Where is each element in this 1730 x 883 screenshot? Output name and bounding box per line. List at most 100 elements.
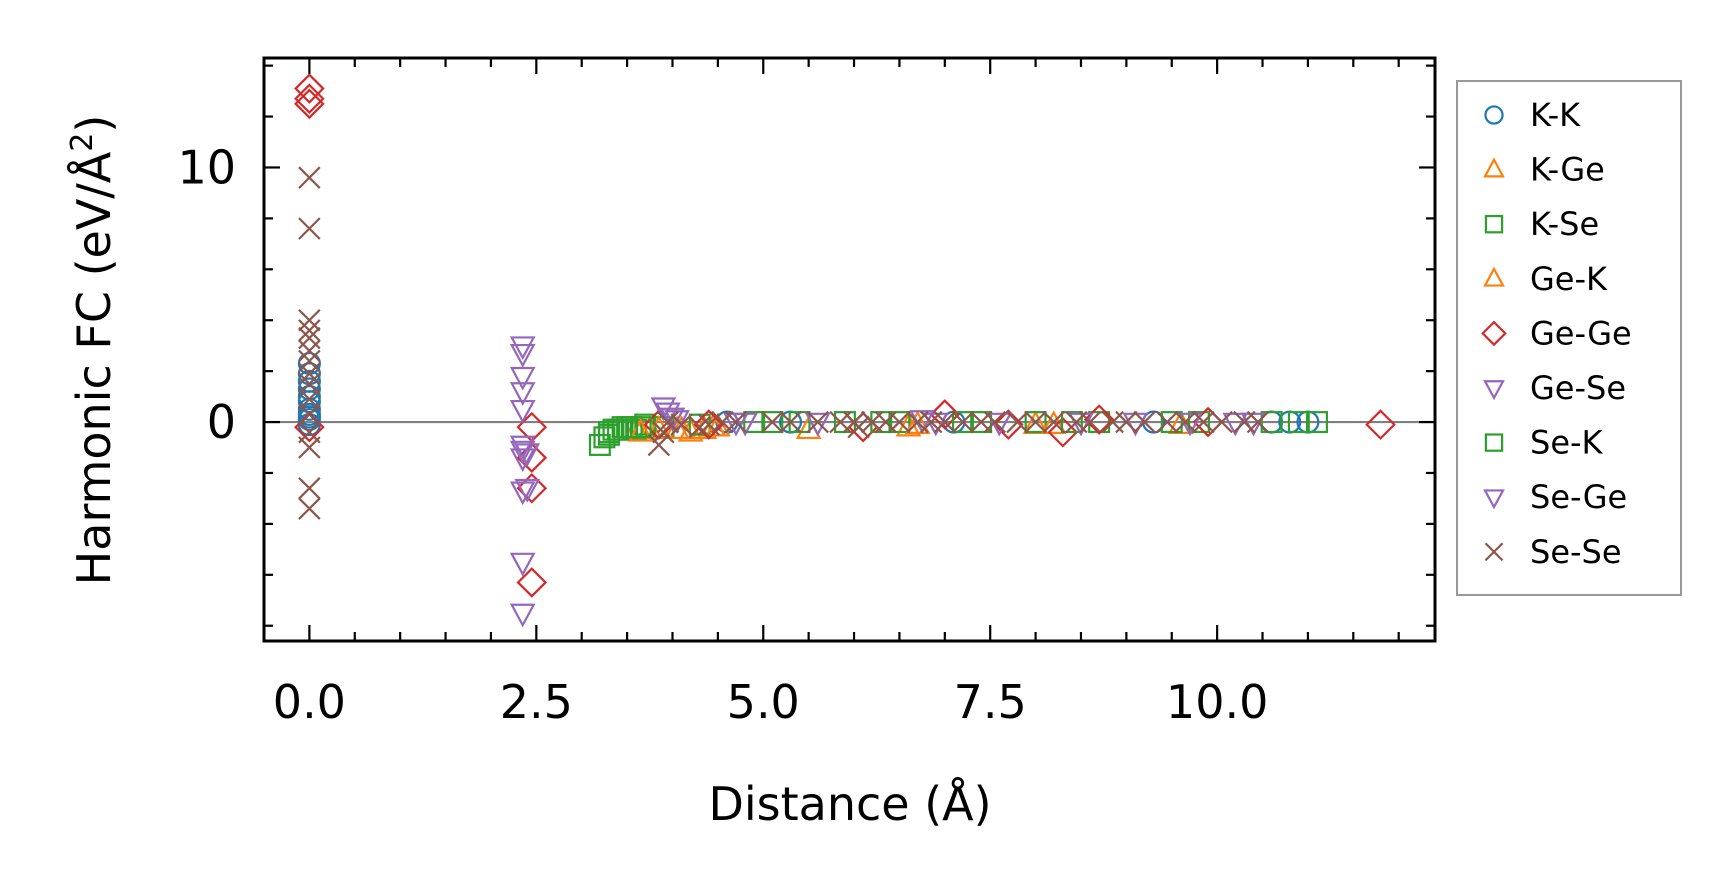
legend-label: Se-K xyxy=(1530,424,1604,462)
legend: K-K K-Ge K-Se Ge-K Ge-Ge Ge-Se Se-K Se-Ge Se-Se xyxy=(1456,80,1682,596)
data-point-se-se xyxy=(1078,410,1102,434)
data-point-se-se xyxy=(983,410,1006,434)
data-point-se-se xyxy=(933,410,957,434)
legend-marker-se-k xyxy=(1484,433,1504,452)
data-point-k-se xyxy=(1024,411,1047,434)
data-point-se-se xyxy=(1155,410,1179,434)
data-point-se-se xyxy=(1024,410,1047,434)
data-point-se-se xyxy=(298,319,321,342)
legend-item-k-ge: K-Ge xyxy=(1483,151,1605,189)
legend-marker-k-k xyxy=(1484,105,1504,125)
data-point-ge-ge xyxy=(693,409,725,440)
data-point-se-k xyxy=(616,416,639,439)
data-point-se-se xyxy=(951,410,975,434)
data-point-ge-ge xyxy=(993,409,1024,440)
legend-item-ge-se: Ge-Se xyxy=(1483,369,1626,407)
y-axis-title-main: Harmonic FC (eV/Å xyxy=(67,151,121,585)
legend-frame xyxy=(1456,80,1682,596)
data-point-se-se xyxy=(1042,410,1065,434)
data-point-se-se xyxy=(697,413,721,436)
data-point-se-se xyxy=(724,410,748,434)
y-axis-title-superscript: 2 xyxy=(65,133,100,152)
data-point-ge-ge xyxy=(294,73,325,104)
legend-marker-se-se xyxy=(1484,542,1504,562)
legend-label: Se-Ge xyxy=(1530,478,1627,516)
data-point-ge-se xyxy=(509,603,536,628)
data-point-ge-se xyxy=(509,481,536,506)
legend-item-ge-k: Ge-K xyxy=(1483,260,1608,298)
data-point-se-k xyxy=(1287,411,1310,434)
series-se-k xyxy=(597,411,1310,446)
data-point-ge-se xyxy=(509,343,536,368)
data-point-ge-ge xyxy=(1083,404,1115,435)
y-axis-title: Harmonic FC (eV/Å2) xyxy=(65,115,121,586)
data-point-ge-ge xyxy=(1365,409,1396,440)
legend-label: K-Se xyxy=(1530,205,1599,243)
legend-label: Se-Se xyxy=(1530,533,1622,571)
legend-item-se-k: Se-K xyxy=(1484,424,1604,462)
data-point-se-ge xyxy=(514,443,541,468)
legend-label: Ge-K xyxy=(1530,260,1608,298)
data-point-se-se xyxy=(298,403,321,426)
data-point-se-k xyxy=(761,411,784,434)
x-tick-label: 0.0 xyxy=(273,675,346,729)
data-point-ge-se xyxy=(659,407,686,432)
legend-item-k-k: K-K xyxy=(1484,96,1581,134)
data-point-ge-k xyxy=(904,410,931,434)
legend-item-se-se: Se-Se xyxy=(1484,533,1622,571)
data-point-se-se xyxy=(1246,410,1270,434)
data-point-se-k xyxy=(951,411,974,434)
data-point-se-se xyxy=(1133,410,1156,434)
data-point-ge-se xyxy=(509,366,536,391)
data-point-k-se xyxy=(1260,411,1283,434)
x-tick-label: 5.0 xyxy=(727,675,800,729)
x-axis-title: Distance (Å) xyxy=(708,777,991,831)
data-point-se-se xyxy=(806,410,829,434)
data-point-k-se xyxy=(970,411,993,434)
y-tick-label: 0 xyxy=(207,395,236,449)
series-se-se xyxy=(298,166,1270,520)
data-point-se-ge xyxy=(514,478,541,503)
legend-item-ge-ge: Ge-Ge xyxy=(1481,314,1632,352)
data-point-se-se xyxy=(298,308,321,332)
x-tick-label: 7.5 xyxy=(954,675,1027,729)
y-tick-label: 10 xyxy=(177,140,236,194)
data-point-ge-se xyxy=(509,399,536,424)
legend-item-se-ge: Se-Ge xyxy=(1483,478,1627,516)
data-point-se-se xyxy=(688,415,711,439)
data-point-k-se xyxy=(1187,411,1210,434)
legend-marker-se-ge xyxy=(1483,489,1505,510)
legend-item-k-se: K-Se xyxy=(1484,205,1599,243)
data-point-se-se xyxy=(298,497,321,520)
data-point-se-se xyxy=(761,410,784,434)
data-point-ge-se xyxy=(509,382,536,406)
legend-marker-k-ge xyxy=(1483,157,1505,178)
x-tick-label: 2.5 xyxy=(500,675,573,729)
data-point-k-k xyxy=(297,405,321,429)
data-point-ge-ge xyxy=(516,567,548,598)
legend-marker-k-se xyxy=(1484,215,1504,234)
data-point-se-se xyxy=(1210,410,1233,434)
data-point-se-se xyxy=(656,410,680,434)
data-point-se-se xyxy=(298,166,321,189)
data-point-se-se xyxy=(847,415,870,439)
data-point-k-se xyxy=(1305,411,1328,434)
data-point-se-se xyxy=(298,339,321,363)
data-point-se-k xyxy=(1060,411,1083,434)
data-point-ge-ge xyxy=(929,399,961,430)
data-point-se-se xyxy=(1192,410,1215,434)
data-point-se-se xyxy=(888,410,911,434)
data-point-ge-se xyxy=(804,412,831,437)
data-point-se-k xyxy=(629,416,652,439)
data-point-ge-ge xyxy=(294,88,325,120)
data-point-ge-ge xyxy=(516,472,548,504)
data-point-k-se xyxy=(888,411,911,434)
y-axis-title-close: ) xyxy=(67,115,121,133)
data-point-se-se xyxy=(779,410,802,434)
data-point-ge-se xyxy=(509,448,536,473)
legend-label: Ge-Ge xyxy=(1530,314,1632,352)
data-point-se-k xyxy=(1160,411,1183,434)
legend-label: Ge-Se xyxy=(1530,369,1626,407)
legend-label: K-Ge xyxy=(1530,151,1605,189)
